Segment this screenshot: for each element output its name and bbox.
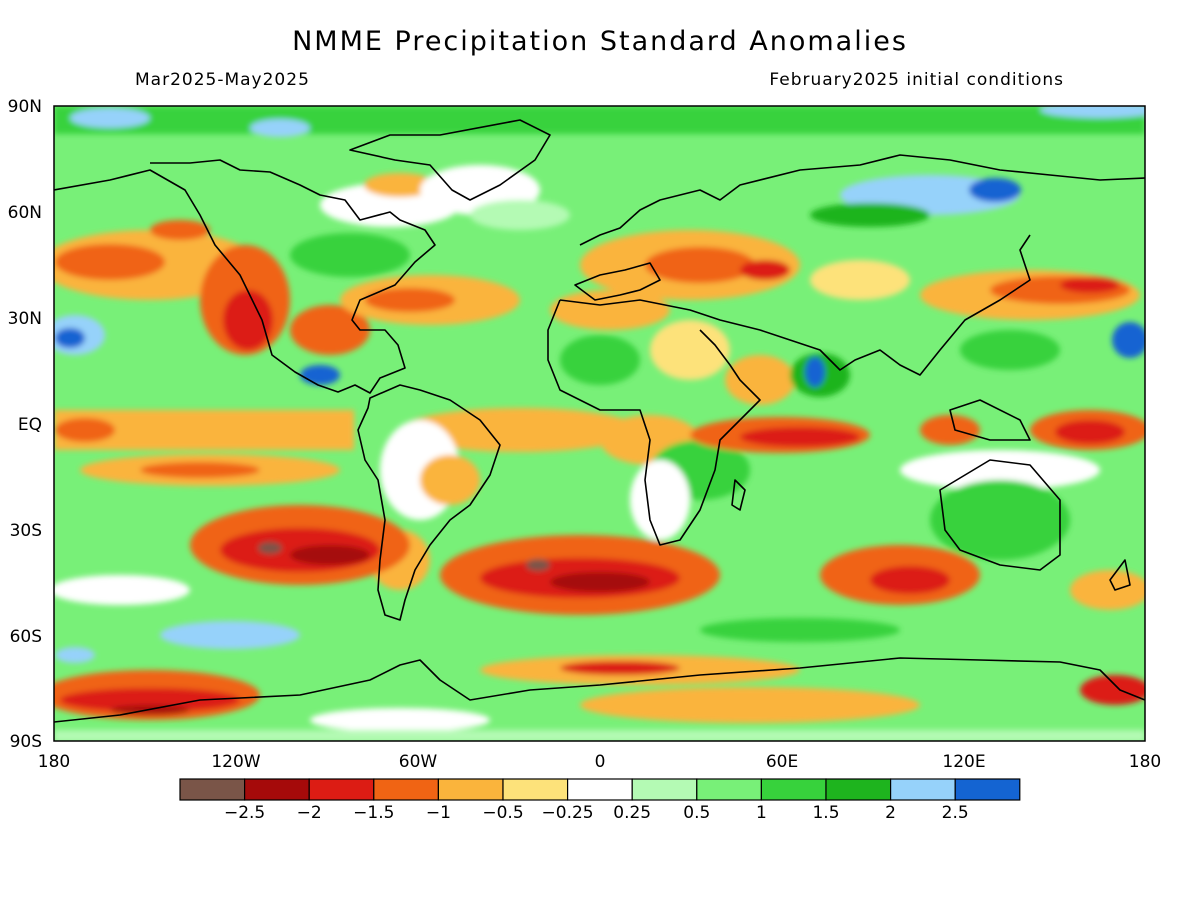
- colorbar-label: 1.5: [812, 803, 839, 823]
- lat-axis: 90N 60N 30N EQ 30S 60S 90S: [8, 97, 42, 752]
- colorbar-label: −0.25: [542, 803, 594, 823]
- colorbar-swatch: [308, 778, 375, 801]
- colorbar-label: 2: [885, 803, 896, 823]
- colorbar-label: −2: [297, 803, 322, 823]
- coastlines: [54, 119, 1145, 723]
- colorbar-label: −0.5: [482, 803, 523, 823]
- colorbar-label: 1: [756, 803, 767, 823]
- colorbar-label: 0.5: [683, 803, 710, 823]
- colorbar-swatch: [244, 778, 310, 801]
- colorbar-swatch: [437, 778, 504, 801]
- colorbar-label: −2.5: [224, 803, 265, 823]
- forecast-period: Mar2025-May2025: [135, 70, 310, 90]
- colorbar-swatch: [889, 778, 956, 801]
- lon-axis: 180 120W 60W 0 60E 120E 180: [38, 752, 1161, 772]
- colorbar-label: 0.25: [613, 803, 651, 823]
- map-frame: [53, 105, 1146, 742]
- lat-label-eq: EQ: [18, 415, 42, 435]
- colorbar-swatch: [760, 778, 827, 801]
- lon-label-120e: 120E: [942, 752, 985, 772]
- colorbar-label: −1: [426, 803, 451, 823]
- lat-label-60s: 60S: [10, 627, 42, 647]
- lat-label-60n: 60N: [8, 203, 42, 223]
- colorbar-swatch: [502, 778, 569, 801]
- colorbar-swatch: [566, 778, 633, 801]
- colorbar-swatch: [825, 778, 892, 801]
- lat-label-30s: 30S: [10, 521, 42, 541]
- lat-label-30n: 30N: [8, 309, 42, 329]
- colorbar-swatch: [631, 778, 698, 801]
- colorbar-swatch: [954, 778, 1021, 801]
- lat-label-90s: 90S: [10, 732, 42, 752]
- lon-label-60e: 60E: [766, 752, 798, 772]
- colorbar-label: 2.5: [942, 803, 969, 823]
- colorbar-swatch: [179, 778, 246, 801]
- lon-label-180w: 180: [38, 752, 70, 772]
- colorbar-label: −1.5: [353, 803, 394, 823]
- map-title: NMME Precipitation Standard Anomalies: [292, 26, 908, 57]
- colorbar-swatch: [696, 778, 762, 801]
- lon-label-0: 0: [595, 752, 606, 772]
- colorbar: −2.5 −2 −1.5 −1 −0.5 −0.25 0.25 0.5 1 1.5 2 2.5: [179, 778, 1021, 823]
- lat-label-90n: 90N: [8, 97, 42, 117]
- lon-label-180e: 180: [1129, 752, 1161, 772]
- lon-label-60w: 60W: [399, 752, 438, 772]
- colorbar-swatch: [373, 778, 439, 801]
- lon-label-120w: 120W: [211, 752, 260, 772]
- initial-conditions: February2025 initial conditions: [769, 70, 1064, 90]
- anomaly-field: [54, 106, 1145, 741]
